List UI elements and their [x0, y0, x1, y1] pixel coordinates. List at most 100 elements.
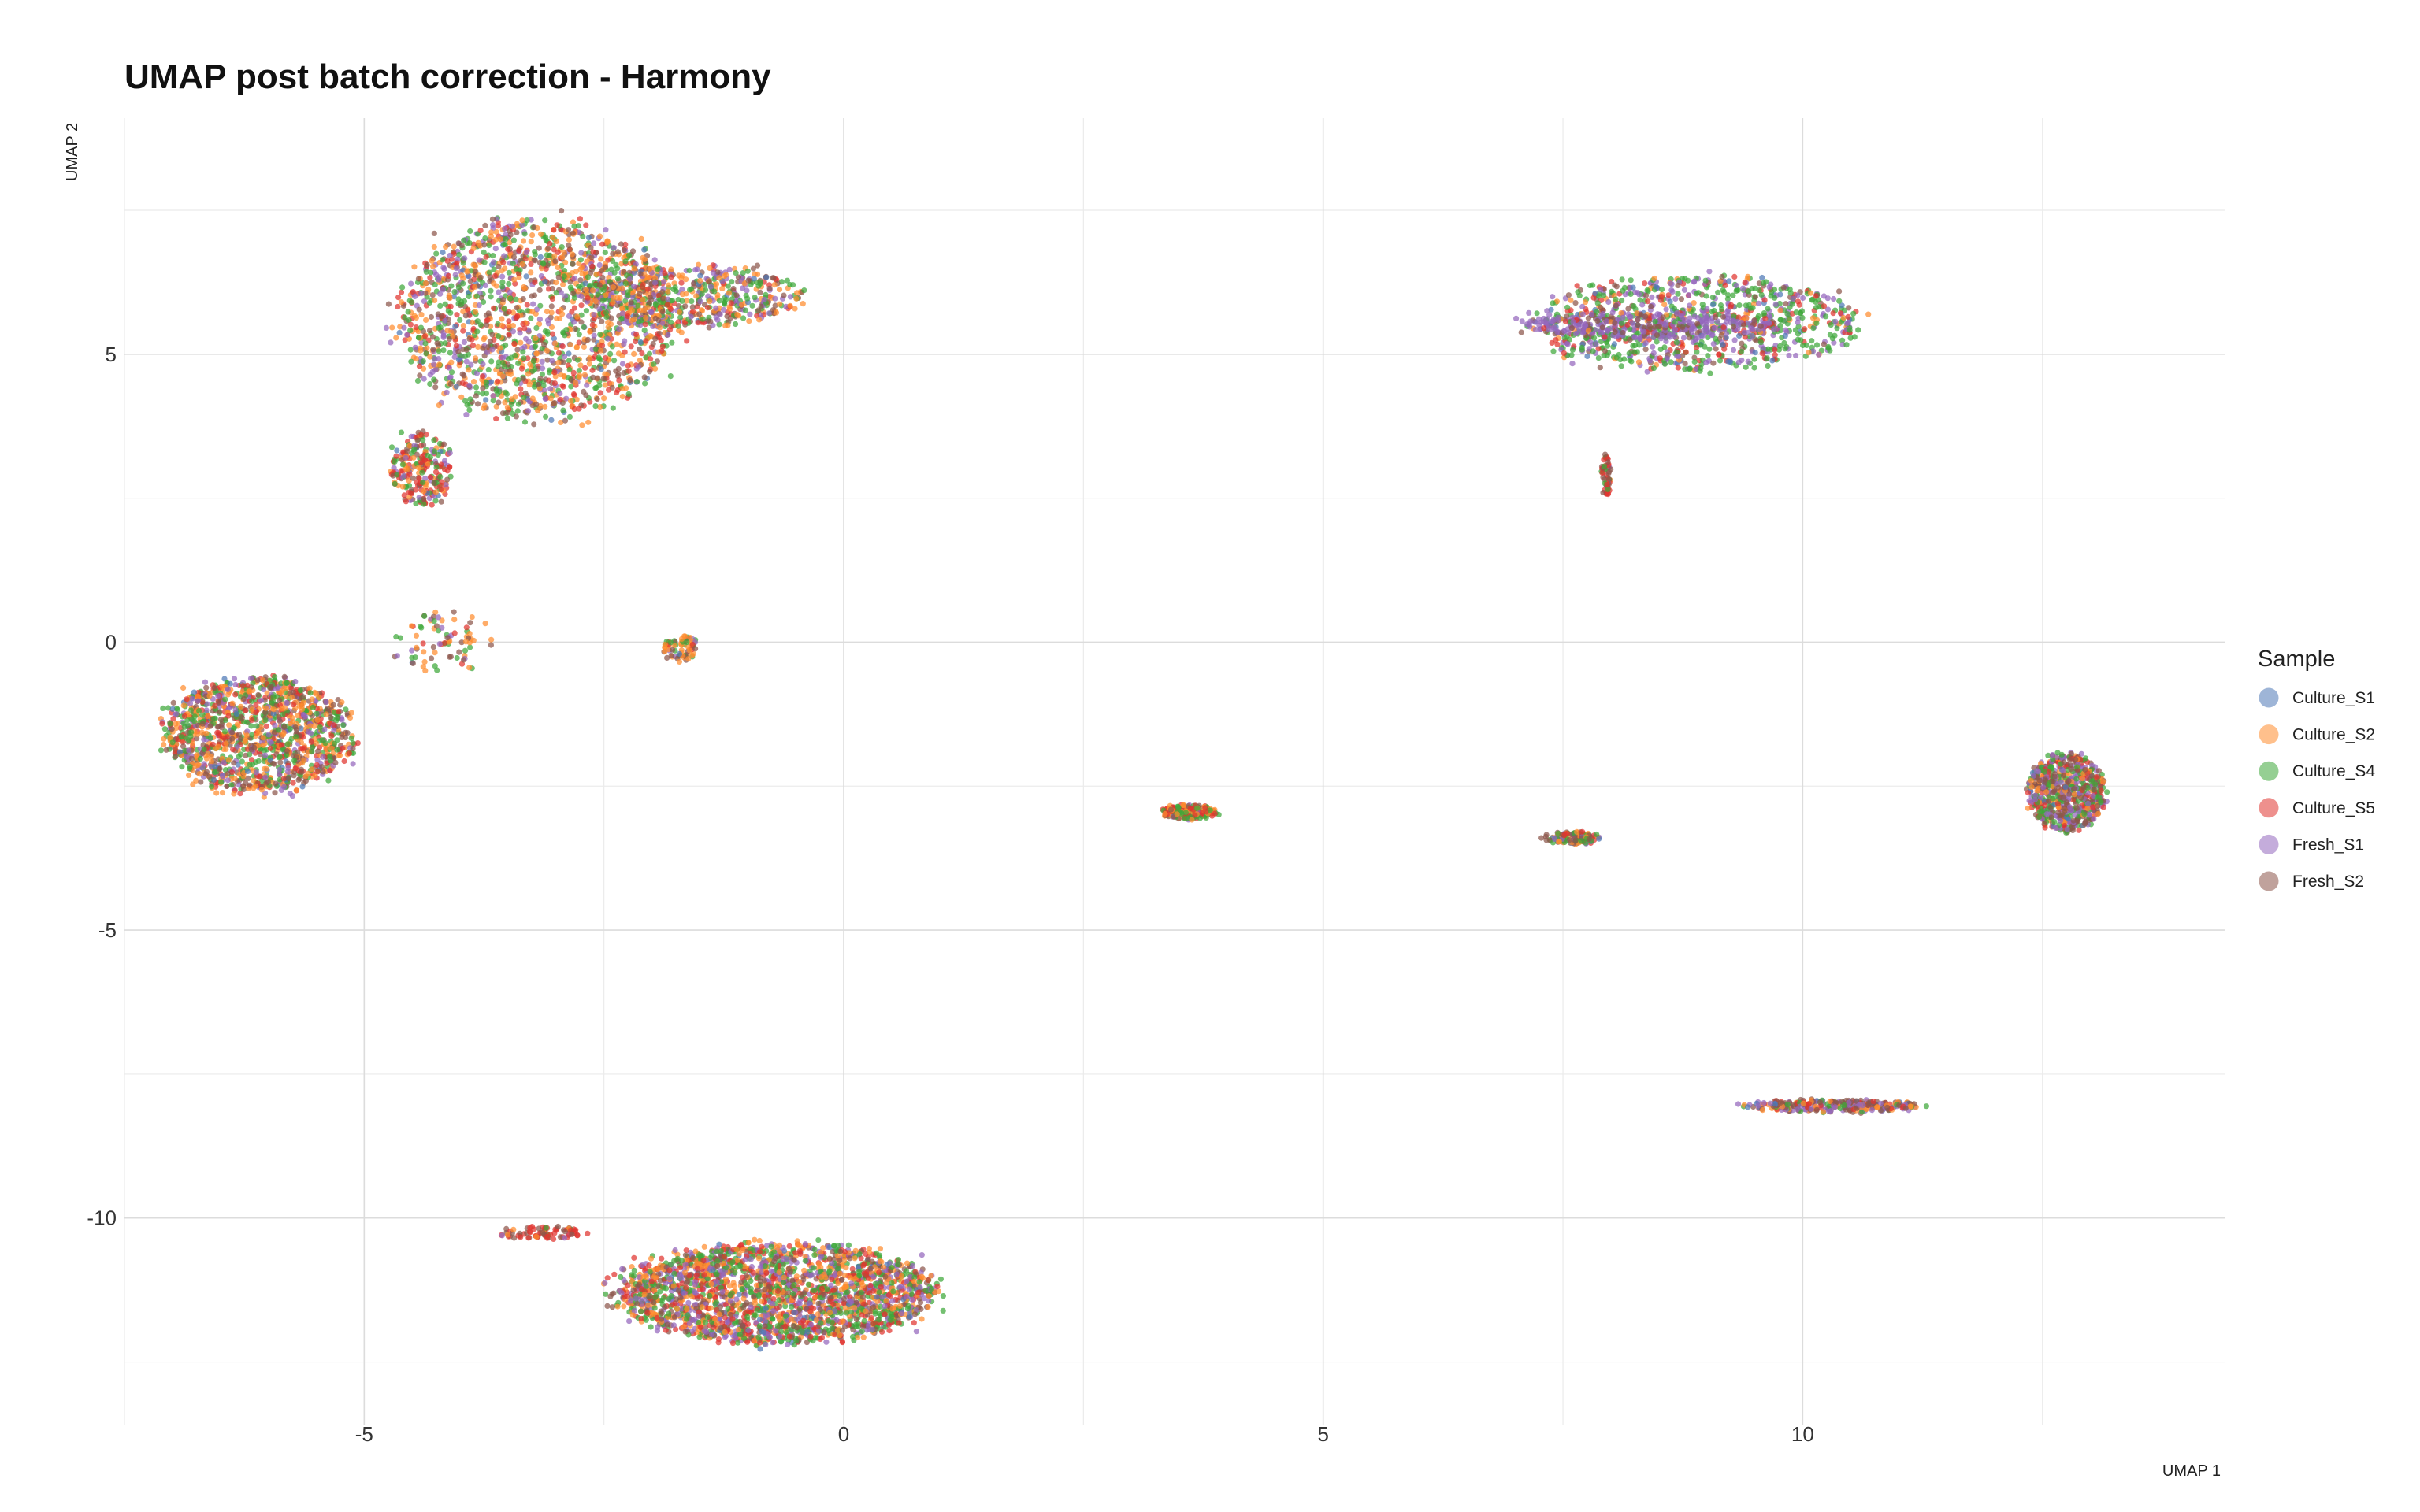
data-point-culture-s2 [458, 272, 465, 279]
data-point-culture-s4 [1587, 283, 1594, 289]
data-point-culture-s4 [544, 252, 550, 258]
data-point-culture-s5 [628, 343, 634, 350]
data-point-fresh-s1 [187, 700, 194, 707]
data-point-fresh-s1 [285, 765, 291, 771]
data-point-culture-s4 [1596, 293, 1602, 299]
data-point-fresh-s2 [1612, 282, 1618, 288]
data-point-fresh-s1 [665, 332, 671, 338]
data-point-culture-s4 [1550, 300, 1556, 306]
data-point-culture-s4 [1637, 297, 1643, 303]
data-point-fresh-s1 [1687, 320, 1693, 326]
data-point-culture-s2 [553, 280, 559, 286]
data-point-culture-s2 [559, 254, 566, 261]
data-point-culture-s4 [528, 315, 534, 321]
data-point-culture-s4 [517, 267, 523, 273]
data-point-fresh-s1 [1597, 329, 1603, 335]
data-point-culture-s2 [288, 694, 295, 701]
data-point-fresh-s1 [1569, 361, 1576, 367]
data-point-culture-s2 [602, 382, 608, 388]
data-point-fresh-s1 [713, 314, 719, 321]
data-point-fresh-s2 [170, 699, 176, 706]
data-point-fresh-s1 [1526, 309, 1532, 316]
data-point-fresh-s1 [499, 273, 506, 280]
data-point-fresh-s2 [567, 279, 573, 285]
data-point-culture-s4 [801, 287, 807, 294]
data-point-culture-s4 [1810, 325, 1817, 332]
data-point-culture-s4 [460, 260, 466, 266]
data-point-culture-s2 [794, 290, 800, 296]
data-point-fresh-s2 [766, 285, 773, 291]
data-point-culture-s5 [643, 338, 649, 344]
data-point-culture-s5 [331, 722, 337, 728]
data-point-culture-s4 [1673, 339, 1680, 346]
data-point-culture-s4 [1628, 277, 1634, 284]
data-point-fresh-s1 [388, 339, 394, 346]
data-point-culture-s4 [1769, 289, 1775, 295]
data-point-culture-s4 [1715, 289, 1721, 295]
data-point-culture-s2 [727, 306, 733, 312]
data-point-fresh-s2 [219, 721, 225, 728]
data-point-culture-s5 [398, 289, 405, 295]
data-point-culture-s4 [317, 724, 323, 731]
data-point-culture-s2 [611, 295, 617, 301]
data-point-culture-s4 [310, 704, 316, 711]
data-point-fresh-s2 [482, 222, 488, 228]
data-point-culture-s2 [488, 229, 495, 235]
data-point-fresh-s1 [1532, 326, 1538, 332]
data-point-fresh-s1 [1600, 311, 1606, 317]
data-point-culture-s4 [597, 332, 603, 338]
data-point-culture-s4 [199, 712, 206, 718]
data-point-culture-s5 [521, 325, 528, 332]
data-point-culture-s1 [1726, 278, 1732, 284]
data-point-fresh-s2 [432, 384, 439, 391]
data-point-fresh-s1 [688, 313, 694, 320]
data-point-culture-s5 [1604, 481, 1610, 488]
data-point-fresh-s2 [489, 332, 496, 338]
data-point-fresh-s2 [1518, 329, 1524, 335]
data-point-culture-s4 [757, 279, 763, 285]
data-point-culture-s5 [546, 377, 552, 384]
data-point-fresh-s2 [1648, 303, 1654, 309]
data-point-fresh-s1 [1649, 294, 1655, 300]
data-point-culture-s4 [1620, 287, 1626, 294]
data-point-culture-s4 [1765, 362, 1771, 369]
data-point-fresh-s1 [1703, 359, 1709, 365]
data-point-culture-s4 [407, 328, 414, 334]
data-point-fresh-s1 [1538, 319, 1544, 325]
data-point-culture-s2 [473, 355, 479, 361]
data-point-fresh-s2 [496, 263, 502, 270]
data-point-culture-s4 [1630, 343, 1636, 349]
data-point-culture-s1 [227, 680, 233, 687]
data-point-culture-s4 [1568, 352, 1575, 358]
data-point-culture-s2 [756, 317, 763, 323]
data-point-culture-s2 [793, 295, 800, 302]
data-point-fresh-s2 [1678, 296, 1684, 302]
data-point-fresh-s2 [487, 274, 493, 280]
data-point-culture-s1 [396, 329, 403, 336]
data-point-fresh-s2 [652, 335, 659, 342]
data-point-culture-s2 [418, 312, 425, 318]
data-point-culture-s1 [1759, 274, 1765, 281]
data-point-culture-s2 [223, 746, 229, 753]
data-point-culture-s2 [683, 276, 689, 283]
data-point-culture-s2 [746, 318, 752, 324]
data-point-culture-s2 [579, 422, 585, 428]
data-point-culture-s2 [555, 359, 562, 365]
data-point-culture-s2 [510, 323, 517, 329]
data-point-culture-s2 [299, 706, 306, 713]
data-point-fresh-s2 [163, 747, 169, 753]
data-point-fresh-s2 [169, 726, 175, 732]
data-point-fresh-s2 [474, 401, 481, 407]
data-point-culture-s2 [548, 324, 555, 330]
data-point-fresh-s2 [1739, 340, 1745, 346]
data-point-culture-s4 [581, 324, 587, 330]
data-point-fresh-s2 [583, 392, 589, 398]
data-point-fresh-s2 [1757, 323, 1764, 329]
data-point-culture-s5 [1830, 310, 1836, 317]
data-point-culture-s4 [340, 722, 347, 728]
data-point-culture-s5 [1562, 318, 1568, 324]
data-point-culture-s5 [290, 702, 296, 708]
data-point-culture-s5 [589, 367, 596, 373]
data-point-culture-s2 [614, 341, 620, 347]
data-point-culture-s4 [506, 280, 512, 287]
